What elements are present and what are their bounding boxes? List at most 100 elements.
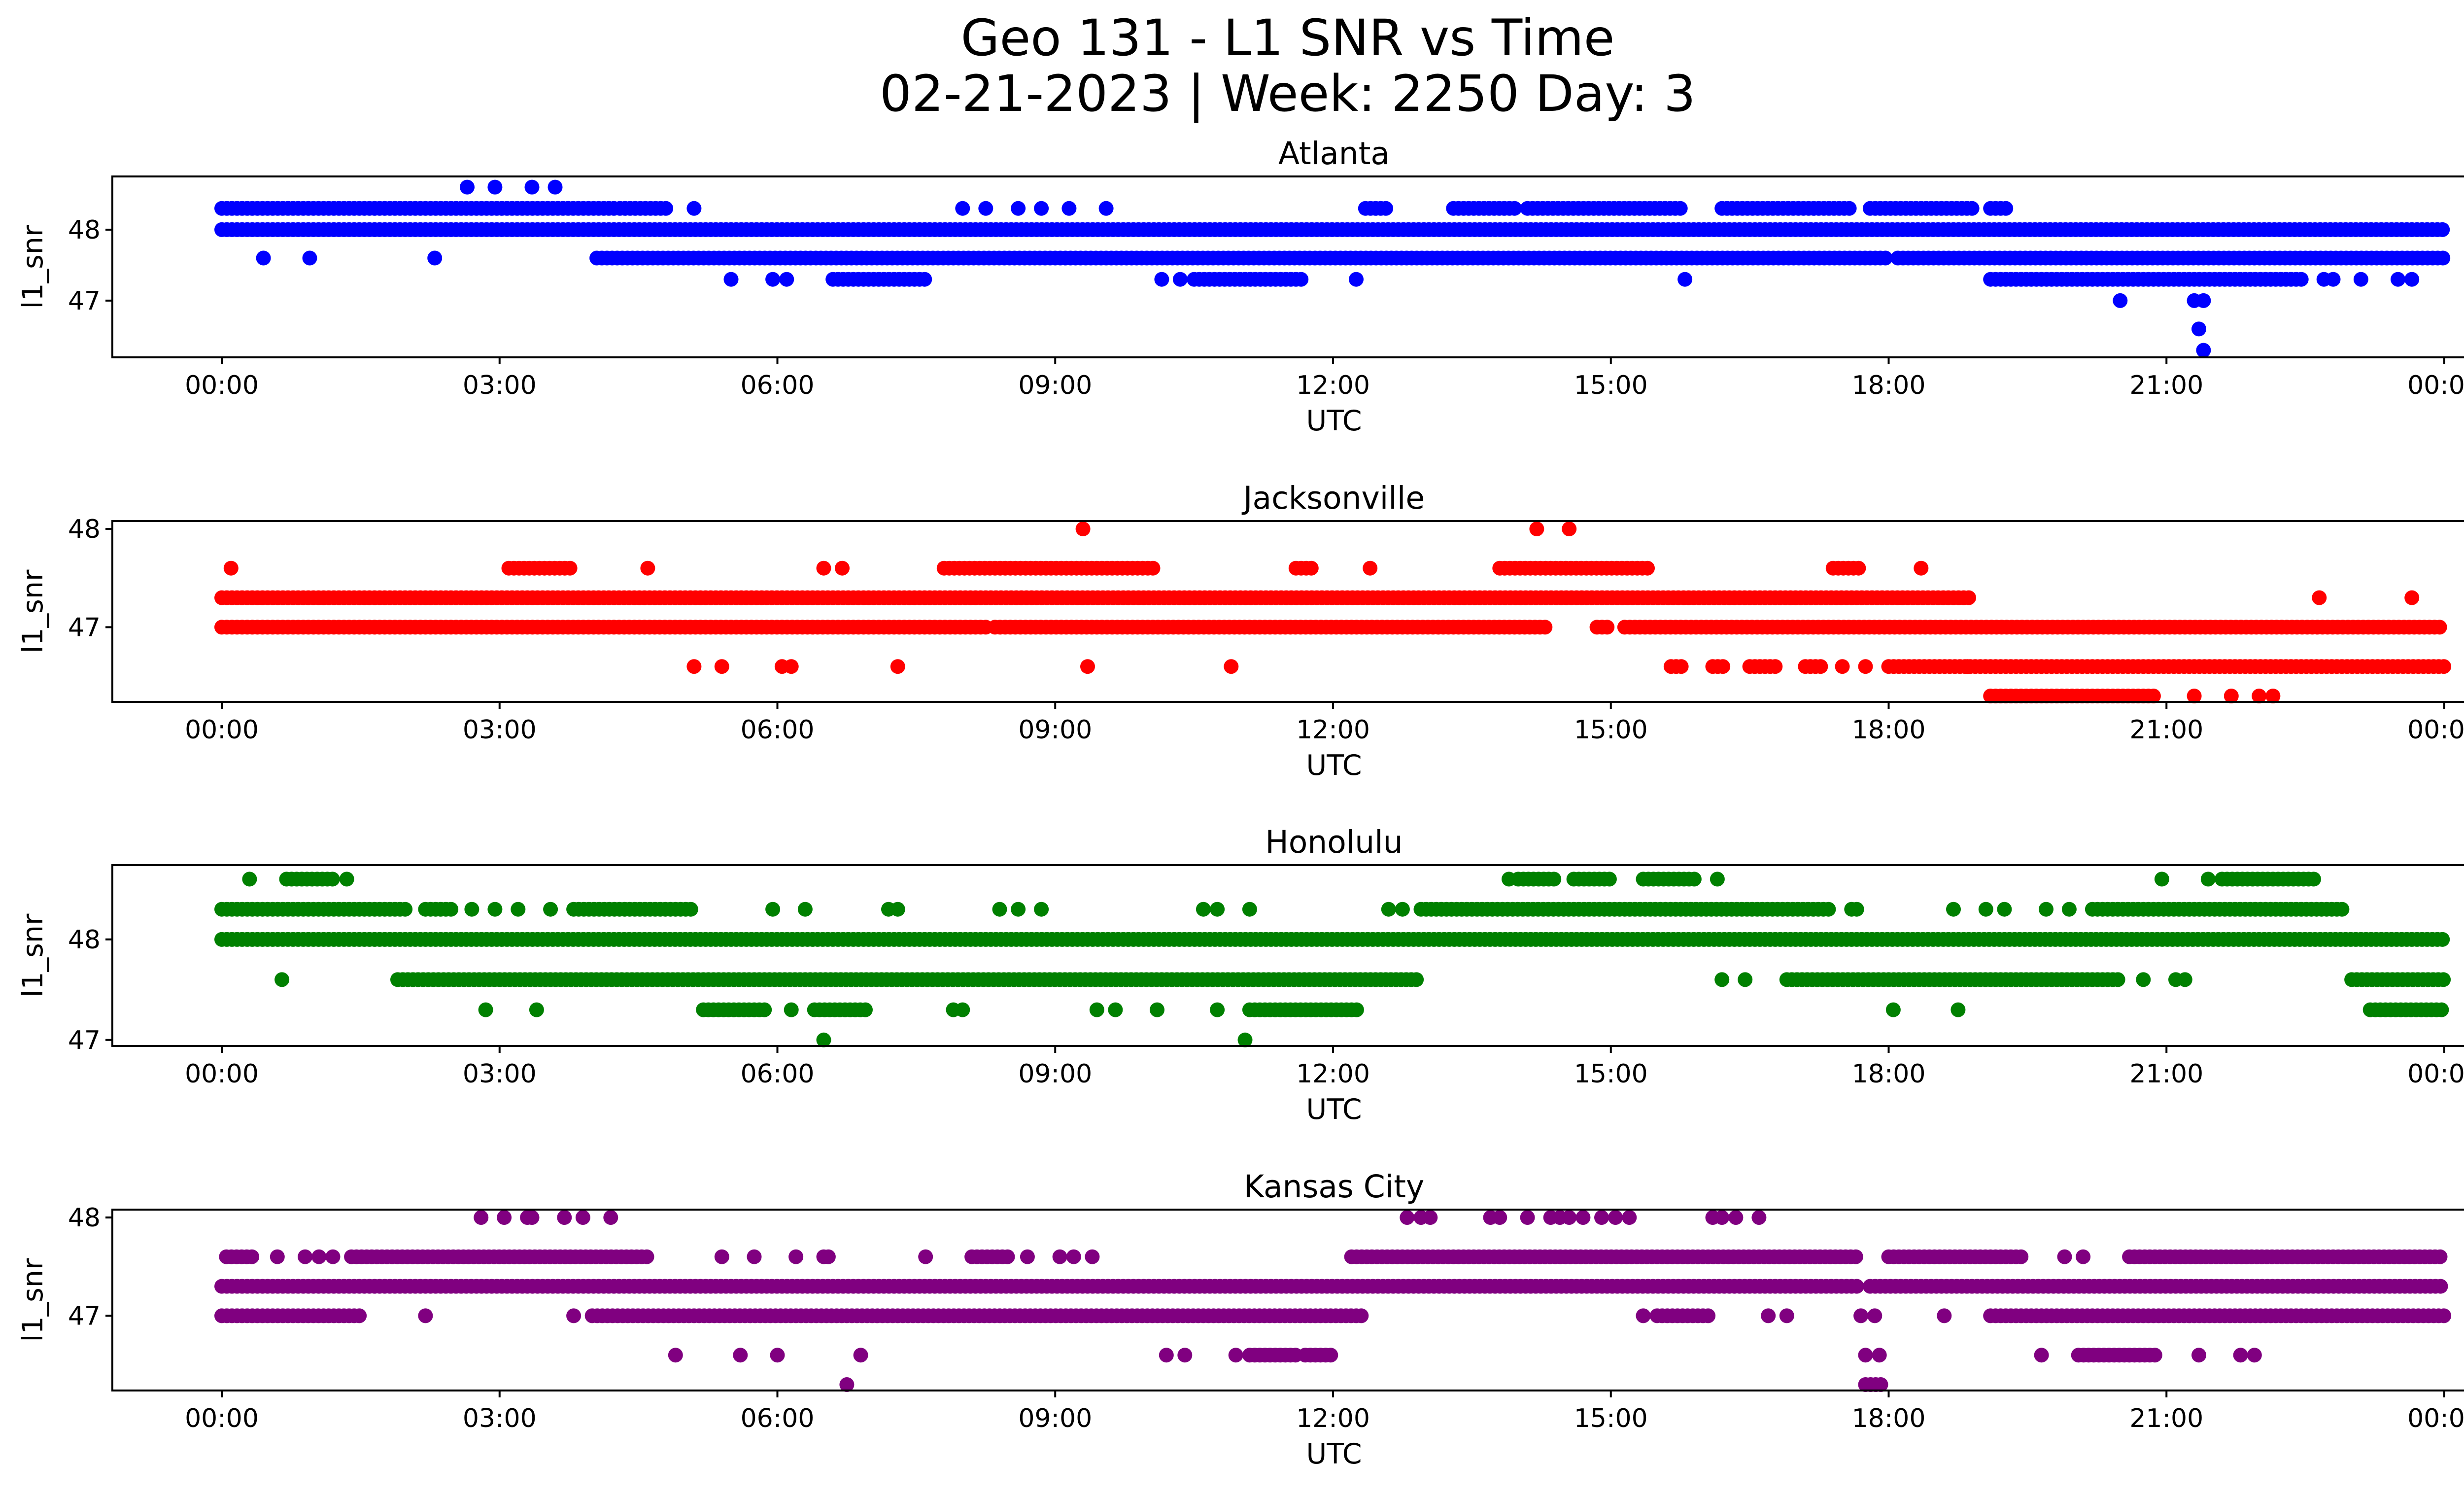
data-point xyxy=(1677,272,1693,287)
data-point xyxy=(2435,932,2450,947)
data-point xyxy=(244,1249,260,1264)
data-point xyxy=(784,659,799,674)
data-point xyxy=(1159,1348,1174,1363)
data-point xyxy=(640,560,655,576)
data-point xyxy=(325,871,340,887)
x-tick-label: 12:00 xyxy=(1296,1059,1370,1089)
data-point xyxy=(302,250,317,266)
data-point xyxy=(1978,902,1993,917)
data-point xyxy=(2326,272,2341,287)
data-point xyxy=(1608,1210,1623,1225)
data-point xyxy=(1858,1348,1873,1363)
data-point xyxy=(2306,871,2321,887)
data-point xyxy=(2196,343,2211,358)
data-point xyxy=(1821,902,1836,917)
marker-group xyxy=(214,871,2451,1047)
data-point xyxy=(2200,871,2216,887)
data-point xyxy=(835,560,850,576)
data-point xyxy=(1738,972,1753,987)
data-point xyxy=(1951,1002,1966,1017)
data-point xyxy=(1061,201,1077,216)
data-point xyxy=(839,1377,855,1392)
data-point xyxy=(1998,201,2014,216)
data-point xyxy=(1686,871,1702,887)
data-point xyxy=(1066,1249,1081,1264)
data-point xyxy=(1098,201,1114,216)
x-tick-label: 03:00 xyxy=(463,1059,537,1089)
data-point xyxy=(1849,902,1864,917)
data-point xyxy=(2177,972,2192,987)
data-point xyxy=(1964,201,1980,216)
data-point xyxy=(788,1249,804,1264)
data-point xyxy=(603,1210,618,1225)
data-point xyxy=(2061,902,2077,917)
data-point xyxy=(1409,972,1424,987)
data-point xyxy=(1089,1002,1104,1017)
x-tick-label: 21:00 xyxy=(2129,1059,2203,1089)
data-point xyxy=(978,201,993,216)
data-point xyxy=(2432,620,2447,635)
data-point xyxy=(1507,201,1522,216)
x-axis-label: UTC xyxy=(1306,405,1362,437)
data-point xyxy=(2404,272,2420,287)
x-tick-label: 15:00 xyxy=(1574,715,1648,745)
data-point xyxy=(1108,1002,1123,1017)
data-point xyxy=(1878,250,1893,266)
data-point xyxy=(1673,201,1688,216)
data-point xyxy=(1210,902,1225,917)
data-point xyxy=(325,1249,341,1264)
data-point xyxy=(464,902,479,917)
data-point xyxy=(270,1249,285,1264)
data-point xyxy=(1020,1249,1035,1264)
data-point xyxy=(543,902,558,917)
x-tick-label: 21:00 xyxy=(2129,371,2203,400)
data-point xyxy=(1885,1002,1901,1017)
x-tick-label: 00:00 xyxy=(185,1059,259,1089)
data-point xyxy=(2265,689,2281,703)
y-axis-label: l1_snr xyxy=(17,225,49,309)
data-point xyxy=(668,1348,683,1363)
y-tick-label: 48 xyxy=(68,1203,101,1233)
x-tick-label: 09:00 xyxy=(1018,1059,1092,1089)
data-point xyxy=(1349,1002,1364,1017)
data-point xyxy=(779,272,794,287)
data-point xyxy=(770,1348,785,1363)
data-point xyxy=(1728,1210,1744,1225)
data-point xyxy=(714,659,729,674)
data-point xyxy=(2191,321,2206,337)
data-point xyxy=(1378,201,1394,216)
data-point xyxy=(765,902,781,917)
data-point xyxy=(816,560,831,576)
y-tick-label: 48 xyxy=(68,925,101,955)
data-point xyxy=(1715,659,1731,674)
data-point xyxy=(2110,972,2125,987)
marker-group xyxy=(214,1210,2452,1392)
data-point xyxy=(2435,222,2450,237)
x-tick-label: 18:00 xyxy=(1852,1059,1926,1089)
data-point xyxy=(1210,1002,1225,1017)
data-point xyxy=(714,1249,729,1264)
data-point xyxy=(1562,1210,1577,1225)
data-point xyxy=(2057,1249,2072,1264)
data-point xyxy=(1640,560,1655,576)
x-tick-label: 00:00 xyxy=(185,1404,259,1433)
data-point xyxy=(1052,1249,1067,1264)
x-tick-label: 00:00 xyxy=(2407,715,2464,745)
data-point xyxy=(1150,1002,1164,1017)
subplot-jacksonville: Jacksonville 00:00 03:00 06:00 09:00 12:00 15:… xyxy=(17,480,2464,782)
data-point xyxy=(1546,871,1562,887)
x-axis-label: UTC xyxy=(1306,1438,1362,1470)
data-point xyxy=(1761,1308,1776,1323)
data-point xyxy=(1872,1348,1887,1363)
data-point xyxy=(1851,560,1866,576)
data-point xyxy=(1961,590,1976,605)
data-point xyxy=(2233,1348,2248,1363)
data-point xyxy=(955,1002,970,1017)
data-point xyxy=(548,179,563,195)
data-point xyxy=(478,1002,493,1017)
x-tick-label: 03:00 xyxy=(463,715,537,745)
data-point xyxy=(1751,1210,1767,1225)
data-point xyxy=(917,272,932,287)
data-point xyxy=(427,250,443,266)
data-point xyxy=(557,1210,572,1225)
